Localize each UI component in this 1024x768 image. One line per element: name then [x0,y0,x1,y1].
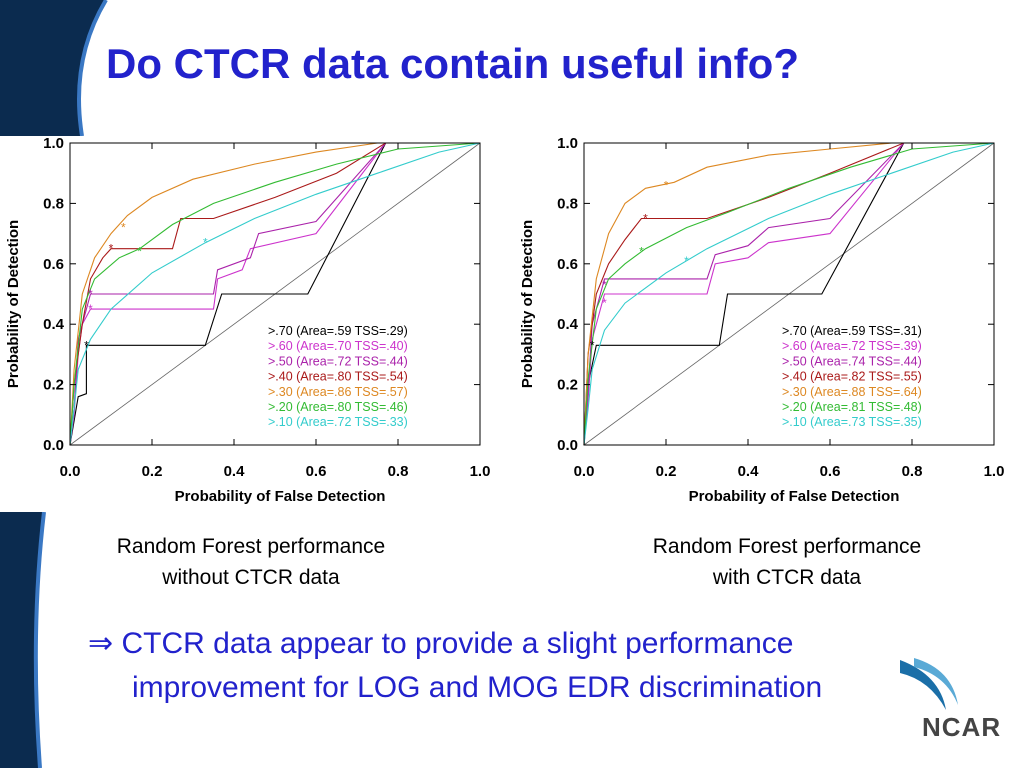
chart1-legend-entry-4: >.30 (Area=.88 TSS=.64) [782,385,922,399]
chart0-series-line-1 [69,142,480,446]
chart1-y-tick-label-3: 0.6 [557,256,578,273]
chart0-legend-entry-1: >.60 (Area=.70 TSS=.40) [268,339,408,353]
caption-right-line1: Random Forest performance [652,535,922,558]
chart0-y-tick-label-3: 0.6 [43,256,64,273]
chart1-series-line-3 [583,142,994,446]
chart1-y-tick-label-1: 0.2 [557,377,578,394]
chart1-x-tick-label-2: 0.4 [738,463,760,480]
chart1-y-tick-label-5: 1.0 [557,137,578,152]
chart1-series-line-6 [583,142,995,446]
chart0-legend-entry-5: >.20 (Area=.80 TSS=.46) [268,400,408,414]
chart0-y-axis-label: Probability of Detection [5,220,22,388]
chart1-plot-frame [583,142,995,446]
caption-right: Random Forest performance with CTCR data [622,531,952,593]
chart0-marker-5: * [137,245,142,259]
chart1-marker-6: * [684,254,689,268]
chart1-y-tick-label-4: 0.8 [557,195,578,212]
chart0-y-tick-label-2: 0.4 [43,316,65,333]
chart1-marker-3: * [643,212,648,226]
chart1-y-tick-label-2: 0.4 [557,316,579,333]
chart0-plot-frame [69,142,481,446]
chart0-y-tick-label-5: 1.0 [43,137,64,152]
chart0-x-tick-label-1: 0.2 [142,463,163,480]
ncar-logo-text: NCAR [922,712,1002,742]
slide-title: Do CTCR data contain useful info? [106,40,799,87]
chart1-y-axis-label: Probability of Detection [519,220,536,388]
roc-chart-with-ctcr: * * * * * * * 0.0 0.2 0.4 0.6 0.8 1.0 0.0 0.2 0.4 0.6 0.8… [514,137,1014,511]
chart0-x-tick-label-2: 0.4 [224,463,246,480]
chart0-marker-1: * [88,302,93,316]
chart0-marker-6: * [203,236,208,250]
chart1-marker-5: * [639,245,644,259]
chart1-series-line-2 [583,142,994,446]
ncar-wave-icon [900,658,958,710]
chart0-x-tick-label-5: 1.0 [470,463,491,480]
chart1-marker-2: * [602,278,607,292]
chart1-marker-4: * [664,178,669,192]
caption-left-line2: without CTCR data [162,566,340,589]
caption-left-line1: Random Forest performance [116,535,386,558]
chart1-y-tick-label-0: 0.0 [557,437,578,454]
chart1-x-tick-label-1: 0.2 [656,463,677,480]
chart1-marker-1: * [602,296,607,310]
ncar-logo [880,655,1010,755]
chart1-x-tick-label-3: 0.6 [820,463,841,480]
top-decoration-bar [0,0,118,136]
caption-left: Random Forest performance without CTCR d… [86,531,416,593]
chart1-legend-entry-0: >.70 (Area=.59 TSS=.31) [782,324,922,338]
chart0-series-line-0 [69,142,480,446]
chart1-x-tick-label-4: 0.8 [902,463,923,480]
chart1-legend-entry-5: >.20 (Area=.81 TSS=.48) [782,400,922,414]
chart1-series-line-5 [583,142,995,446]
chart0-x-tick-label-4: 0.8 [388,463,409,480]
chart1-legend-entry-6: >.10 (Area=.73 TSS=.35) [782,415,922,429]
chart0-legend-entry-4: >.30 (Area=.86 TSS=.57) [268,385,408,399]
chart0-y-tick-label-0: 0.0 [43,437,64,454]
chart0-y-tick-label-1: 0.2 [43,377,64,394]
caption-right-line2: with CTCR data [712,566,862,589]
chart0-legend-entry-2: >.50 (Area=.72 TSS=.44) [268,354,408,368]
chart1-legend-entry-1: >.60 (Area=.72 TSS=.39) [782,339,922,353]
roc-chart-without-ctcr: *******0.0 0.2 0.4 0.6 0.8 1.00.00.20.40.60.8… [0,137,500,511]
chart0-series-line-5 [69,142,481,446]
chart0-x-axis-label: Probability of False Detection [175,488,386,505]
conclusion-text: ⇒ CTCR data appear to provide a slight p… [88,622,822,710]
chart0-y-tick-label-4: 0.8 [43,195,64,212]
chart0-x-tick-label-3: 0.6 [306,463,327,480]
chart0-legend-entry-3: >.40 (Area=.80 TSS=.54) [268,370,408,384]
chart0-legend-entry-6: >.10 (Area=.72 TSS=.33) [268,415,408,429]
conclusion-line2: improvement for LOG and MOG EDR discrimi… [132,671,823,704]
chart1-legend-entry-3: >.40 (Area=.82 TSS=.55) [782,370,922,384]
chart1-x-tick-label-5: 1.0 [984,463,1005,480]
chart1-legend-entry-2: >.50 (Area=.74 TSS=.44) [782,354,922,368]
implies-arrow-icon: ⇒ [88,627,114,660]
chart0-marker-0: * [84,338,89,352]
chart1-series-line-4 [583,142,994,446]
chart1-x-axis-label: Probability of False Detection [689,488,900,505]
chart1-marker-0: * [590,338,595,352]
chart0-series-line-6 [69,142,481,446]
conclusion-line1: CTCR data appear to provide a slight per… [121,627,794,660]
chart0-marker-4: * [121,221,126,235]
chart0-marker-2: * [88,287,93,301]
chart0-x-tick-label-0: 0.0 [60,463,81,480]
chart0-legend-entry-0: >.70 (Area=.59 TSS=.29) [268,324,408,338]
bottom-decoration-bar [0,512,60,768]
chart0-marker-3: * [109,242,114,256]
chart1-x-tick-label-0: 0.0 [574,463,595,480]
chart0-series-line-3 [69,142,480,446]
